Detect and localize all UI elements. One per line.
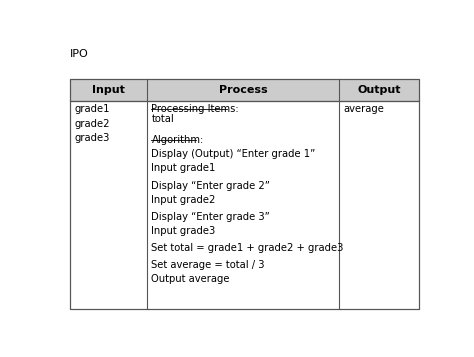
Polygon shape: [70, 79, 419, 101]
Text: Set total = grade1 + grade2 + grade3: Set total = grade1 + grade2 + grade3: [152, 243, 344, 253]
Text: total: total: [152, 114, 174, 124]
Text: Output: Output: [357, 85, 401, 95]
Text: Display (Output) “Enter grade 1”
Input grade1: Display (Output) “Enter grade 1” Input g…: [152, 149, 316, 173]
Text: Display “Enter grade 3”
Input grade3: Display “Enter grade 3” Input grade3: [152, 212, 270, 236]
Text: Display “Enter grade 2”
Input grade2: Display “Enter grade 2” Input grade2: [152, 181, 270, 205]
Text: IPO: IPO: [70, 49, 89, 59]
Text: Algorithm:: Algorithm:: [152, 135, 204, 145]
Text: average: average: [343, 104, 384, 114]
Text: grade1
grade2
grade3: grade1 grade2 grade3: [75, 104, 110, 144]
Text: Set average = total / 3
Output average: Set average = total / 3 Output average: [152, 260, 265, 284]
Text: Processing Items:: Processing Items:: [152, 104, 239, 114]
Text: Process: Process: [219, 85, 267, 95]
Text: Input: Input: [92, 85, 125, 95]
